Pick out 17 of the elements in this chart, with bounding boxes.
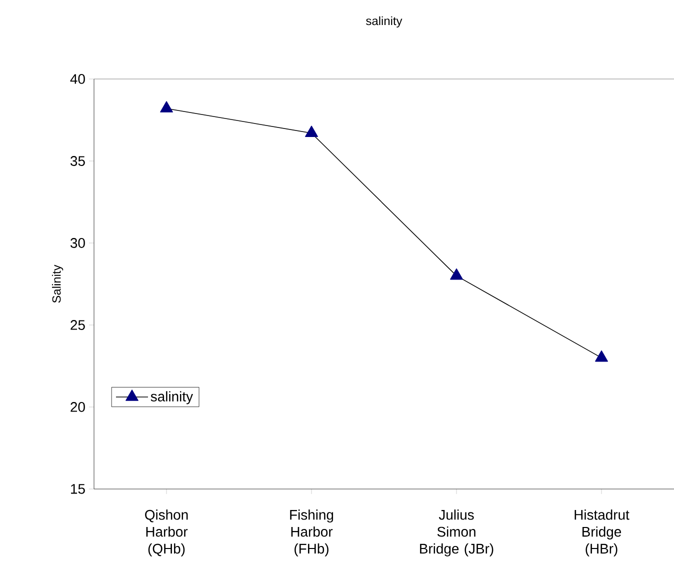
y-axis-title: Salinity <box>52 264 64 303</box>
legend-label: salinity <box>150 391 193 404</box>
point <box>305 126 318 138</box>
x-tick-label: Julius Simon Bridge (JBr) <box>420 510 494 556</box>
point <box>595 350 608 362</box>
x-tick-label: Fishing Harbor (FHb) <box>290 510 334 556</box>
point <box>160 101 173 112</box>
y-tick-label: 15 <box>71 484 85 494</box>
y-tick-label: 25 <box>70 320 85 330</box>
x-tick-label: Histadrut Bridge (HBr) <box>574 510 630 556</box>
y-tick-label: 35 <box>70 156 85 166</box>
y-tick-label: 30 <box>70 238 85 248</box>
y-tick-label: 20 <box>70 402 85 412</box>
chart-title: salinity <box>366 16 402 28</box>
point <box>450 268 463 280</box>
x-tick-label: Qishon Harbor (QHb) <box>145 510 188 556</box>
y-tick-label: 40 <box>70 74 85 84</box>
